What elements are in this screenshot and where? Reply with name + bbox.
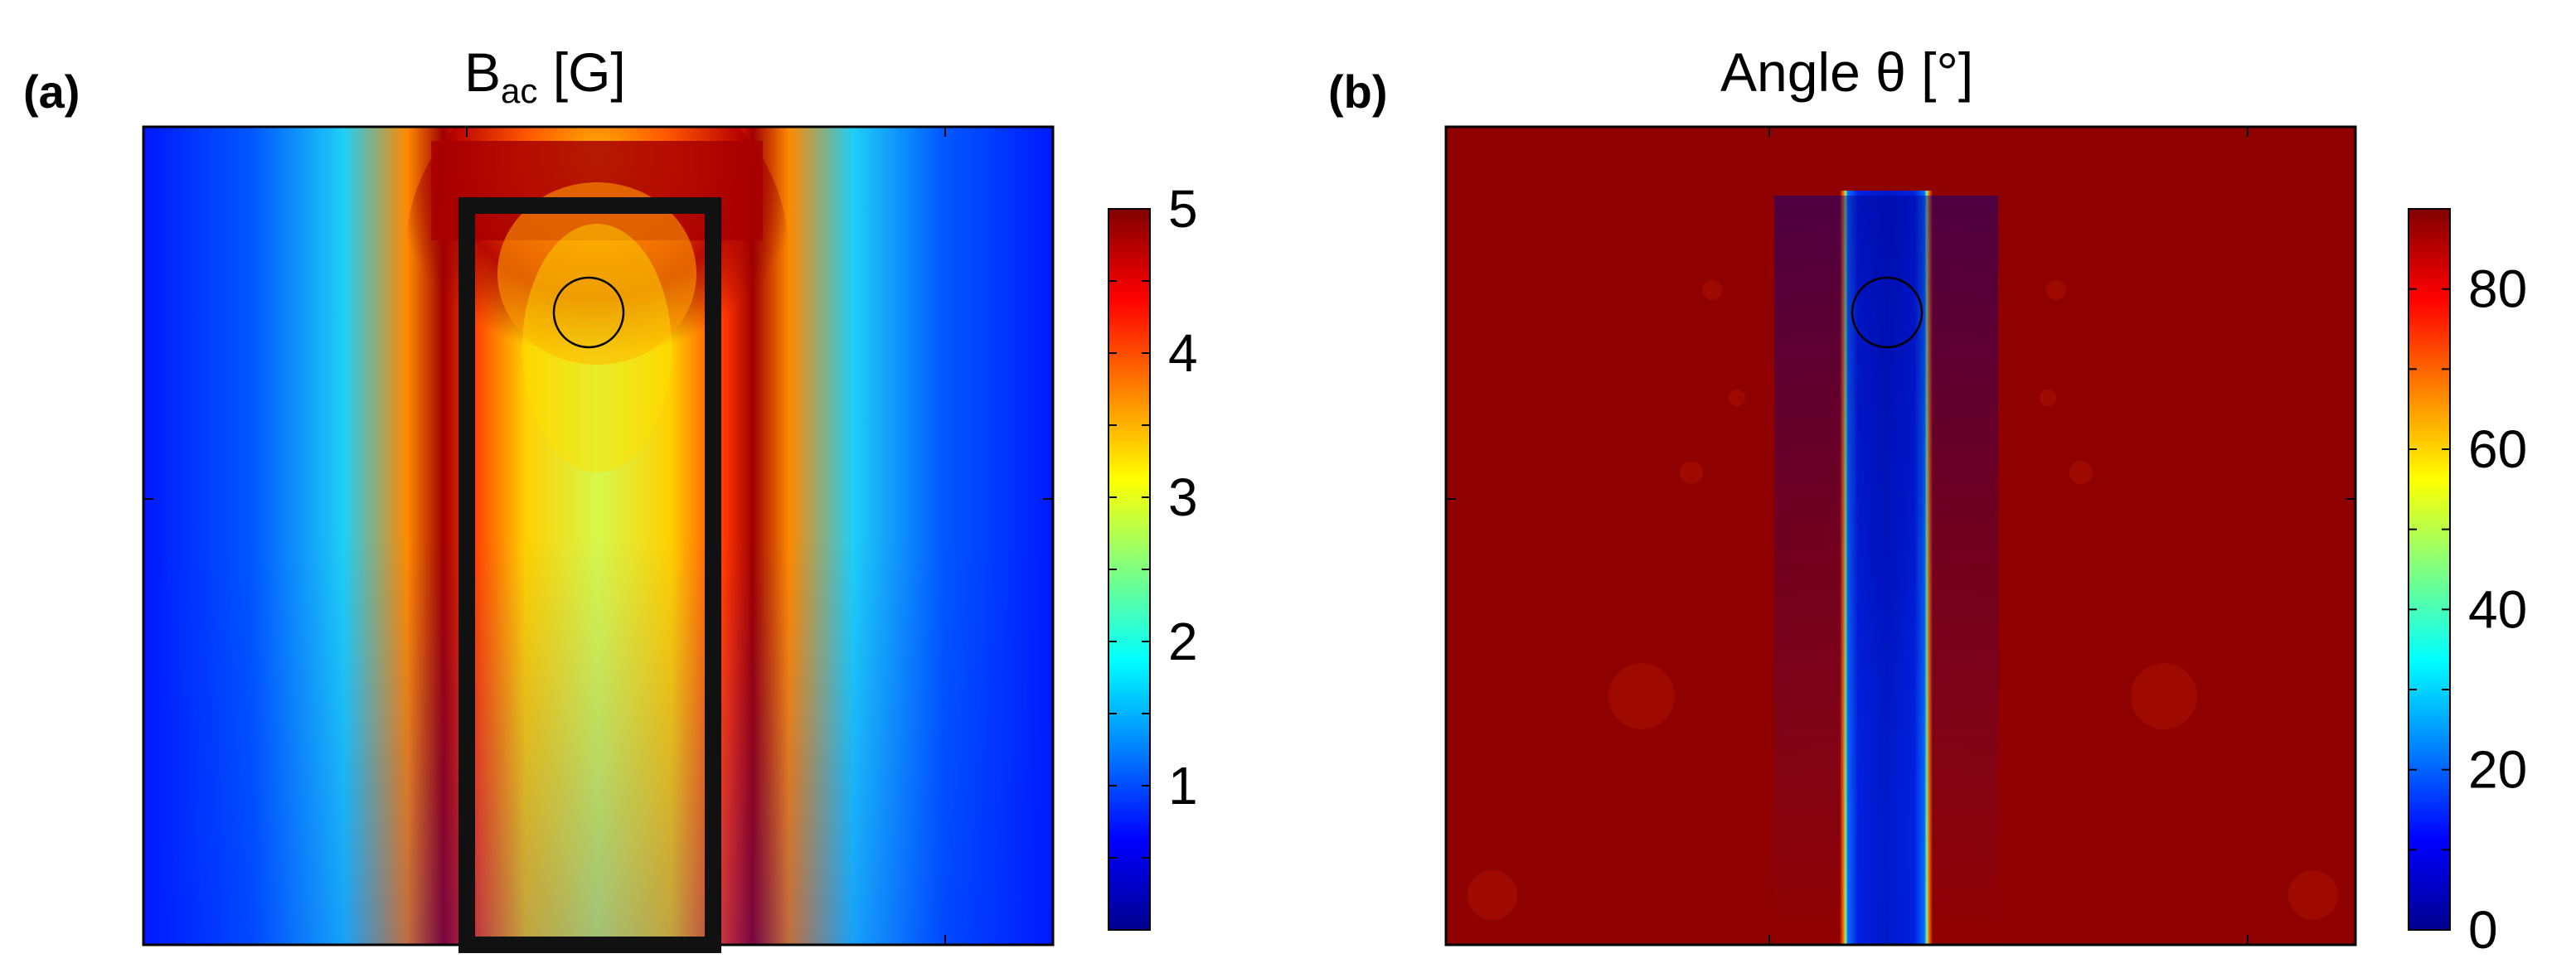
colorbar-tick-label-b: 20: [2468, 740, 2527, 800]
heatmap-a: [143, 127, 1053, 945]
plot-frame-b: [1444, 125, 2357, 946]
title-a: Bac [G]: [464, 41, 626, 110]
colorbar-b: [2408, 208, 2451, 931]
colorbar-tick-label-b: 40: [2468, 579, 2527, 639]
panel-a: (a) Bac [G] 1 2 3 4 5: [23, 41, 1198, 953]
overlay-rectangle-outline: [458, 197, 721, 953]
colorbar-tick-label-b: 60: [2468, 419, 2527, 479]
panel-label-a: (a): [23, 65, 80, 118]
colorbar-tick-label-b: 80: [2468, 259, 2527, 319]
panel-label-b: (b): [1328, 65, 1388, 118]
colorbar-ticks-a: 1 2 3 4 5: [1109, 179, 1198, 931]
title-a-sub: ac: [501, 71, 537, 110]
colorbar-tick-label-a: 4: [1168, 323, 1198, 383]
overlay-circle-b: [1851, 276, 1924, 349]
heatmap-b: [1446, 127, 2355, 945]
colorbar-tick-label-b: 0: [2468, 900, 2498, 960]
title-a-main: B: [464, 41, 501, 103]
colorbar-tick-label-a: 5: [1168, 179, 1198, 239]
colorbar-tick-label-a: 3: [1168, 467, 1198, 527]
colorbar-ticks-b: 0 20 40 60 80: [2409, 208, 2527, 960]
title-a-unit: [G]: [537, 41, 625, 103]
overlay-circle-a: [552, 276, 625, 349]
colorbar-tick-label-a: 2: [1168, 612, 1198, 671]
title-b: Angle θ [°]: [1720, 41, 1973, 103]
axis-ticks-b: [1446, 127, 2355, 945]
panel-b: (b) Angle θ [°]: [1328, 41, 2527, 960]
colorbar-tick-label-a: 1: [1168, 756, 1198, 816]
